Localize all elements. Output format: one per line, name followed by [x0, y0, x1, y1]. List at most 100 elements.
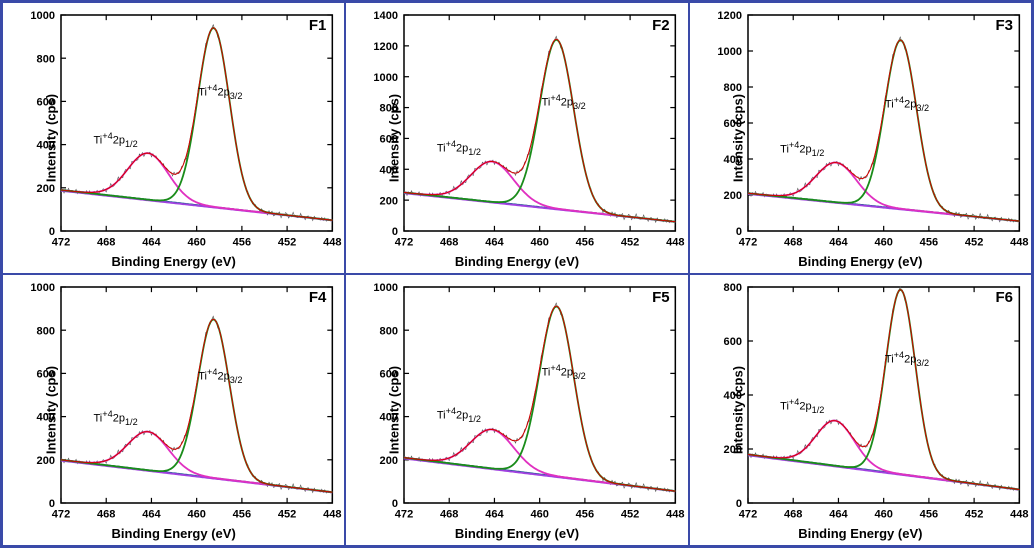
svg-text:456: 456 — [919, 236, 937, 248]
peak-main-annotation: Ti+42p3/2 — [542, 93, 586, 111]
svg-text:1200: 1200 — [717, 10, 742, 22]
svg-text:1000: 1000 — [717, 46, 742, 58]
svg-text:452: 452 — [621, 236, 639, 248]
svg-text:460: 460 — [874, 508, 892, 520]
peak-main-annotation: Ti+42p3/2 — [885, 95, 929, 113]
svg-text:460: 460 — [531, 236, 549, 248]
panel-id-label: F2 — [652, 17, 670, 34]
x-axis-label: Binding Energy (eV) — [112, 254, 236, 269]
svg-text:452: 452 — [965, 508, 983, 520]
svg-text:468: 468 — [784, 236, 802, 248]
plot-area: 44845245646046446847202004006008001000 — [61, 287, 332, 503]
y-axis-label: Intensity (cps) — [730, 94, 745, 182]
plot-area: 4484524564604644684720200400600800100012… — [748, 15, 1019, 231]
svg-text:464: 464 — [829, 508, 848, 520]
svg-text:200: 200 — [37, 183, 55, 195]
x-axis-label: Binding Energy (eV) — [455, 254, 579, 269]
svg-text:460: 460 — [187, 236, 205, 248]
peak-main-line — [404, 40, 675, 222]
svg-text:800: 800 — [723, 282, 741, 294]
svg-text:800: 800 — [37, 53, 55, 65]
svg-text:460: 460 — [874, 236, 892, 248]
peak-small-annotation: Ti+42p1/2 — [437, 139, 481, 157]
svg-text:456: 456 — [233, 508, 251, 520]
svg-text:1200: 1200 — [374, 41, 399, 53]
panel-id-label: F6 — [995, 289, 1013, 306]
panel-f5: 44845245646046446847202004006008001000F5… — [345, 274, 688, 546]
svg-text:456: 456 — [576, 236, 594, 248]
peak-small-annotation: Ti+42p1/2 — [94, 409, 138, 427]
peak-main-annotation: Ti+42p3/2 — [198, 83, 242, 101]
svg-text:448: 448 — [323, 508, 341, 520]
svg-text:468: 468 — [97, 236, 115, 248]
peak-main-annotation: Ti+42p3/2 — [542, 363, 586, 381]
peak-small-line — [748, 163, 1019, 222]
peak-main-annotation: Ti+42p3/2 — [885, 350, 929, 368]
fit-envelope-line — [404, 39, 675, 222]
panel-f3: 4484524564604644684720200400600800100012… — [689, 2, 1032, 274]
svg-text:800: 800 — [37, 325, 55, 337]
svg-text:464: 464 — [142, 236, 161, 248]
peak-small-line — [404, 429, 675, 491]
svg-text:468: 468 — [440, 508, 458, 520]
peak-main-line — [404, 306, 675, 491]
peak-small-annotation: Ti+42p1/2 — [780, 140, 824, 158]
panel-id-label: F5 — [652, 289, 670, 306]
svg-text:200: 200 — [723, 190, 741, 202]
svg-text:0: 0 — [49, 498, 55, 510]
panel-f1: 44845245646046446847202004006008001000F1… — [2, 2, 345, 274]
y-axis-label: Intensity (cps) — [387, 366, 402, 454]
svg-text:0: 0 — [392, 226, 398, 238]
svg-text:448: 448 — [1010, 508, 1028, 520]
panel-f4: 44845245646046446847202004006008001000F4… — [2, 274, 345, 546]
svg-text:200: 200 — [37, 455, 55, 467]
panel-id-label: F4 — [309, 289, 327, 306]
peak-small-line — [748, 421, 1019, 490]
raw-data-line — [61, 316, 332, 493]
svg-text:452: 452 — [965, 236, 983, 248]
svg-text:0: 0 — [735, 498, 741, 510]
x-axis-label: Binding Energy (eV) — [112, 526, 236, 541]
svg-text:464: 464 — [486, 236, 505, 248]
x-axis-label: Binding Energy (eV) — [798, 254, 922, 269]
svg-text:800: 800 — [723, 82, 741, 94]
svg-text:200: 200 — [380, 195, 398, 207]
svg-text:452: 452 — [278, 508, 296, 520]
plot-area: 4484524564604644684720200400600800 — [748, 287, 1019, 503]
peak-small-line — [404, 161, 675, 221]
svg-text:0: 0 — [392, 498, 398, 510]
svg-text:456: 456 — [919, 508, 937, 520]
x-axis-label: Binding Energy (eV) — [798, 526, 922, 541]
peak-small-annotation: Ti+42p1/2 — [780, 397, 824, 415]
svg-text:468: 468 — [97, 508, 115, 520]
svg-text:460: 460 — [187, 508, 205, 520]
svg-text:448: 448 — [666, 236, 684, 248]
svg-text:452: 452 — [621, 508, 639, 520]
svg-text:1400: 1400 — [374, 10, 399, 22]
svg-text:1000: 1000 — [30, 282, 55, 294]
panel-id-label: F1 — [309, 17, 327, 34]
svg-text:0: 0 — [735, 226, 741, 238]
raw-data-line — [404, 36, 675, 222]
svg-text:1000: 1000 — [30, 10, 55, 22]
peak-small-annotation: Ti+42p1/2 — [437, 406, 481, 424]
svg-text:600: 600 — [723, 336, 741, 348]
plot-area: 44845245646046446847202004006008001000 — [61, 15, 332, 231]
svg-text:468: 468 — [440, 236, 458, 248]
svg-text:452: 452 — [278, 236, 296, 248]
svg-text:448: 448 — [1010, 236, 1028, 248]
figure-grid: 44845245646046446847202004006008001000F1… — [0, 0, 1034, 548]
plot-area: 4484524564604644684720200400600800100012… — [404, 15, 675, 231]
svg-text:0: 0 — [49, 226, 55, 238]
svg-text:456: 456 — [576, 508, 594, 520]
y-axis-label: Intensity (cps) — [44, 94, 59, 182]
x-axis-label: Binding Energy (eV) — [455, 526, 579, 541]
panel-id-label: F3 — [995, 17, 1013, 34]
svg-text:464: 464 — [829, 236, 848, 248]
panel-f6: 4484524564604644684720200400600800F6Inte… — [689, 274, 1032, 546]
svg-text:464: 464 — [486, 508, 505, 520]
svg-text:456: 456 — [233, 236, 251, 248]
svg-text:448: 448 — [323, 236, 341, 248]
svg-text:464: 464 — [142, 508, 161, 520]
svg-text:800: 800 — [380, 325, 398, 337]
